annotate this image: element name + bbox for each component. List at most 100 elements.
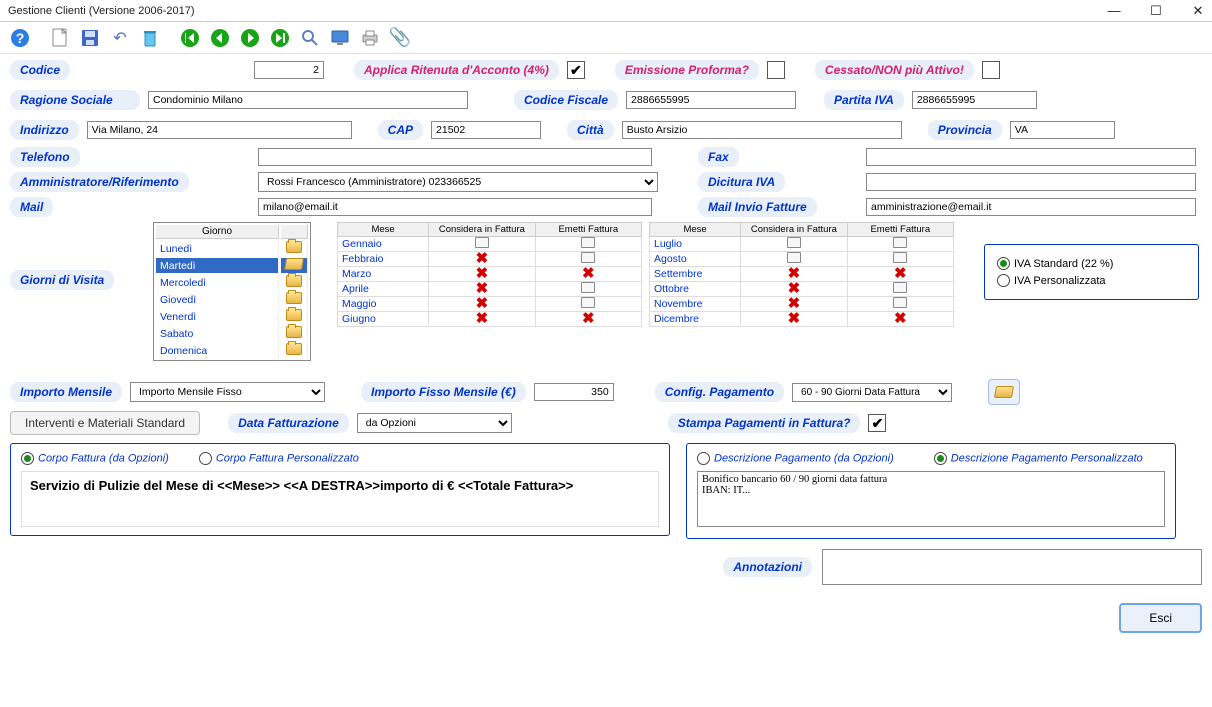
label-citta: Città [567,120,614,140]
save-icon[interactable] [78,26,102,50]
label-proforma: Emissione Proforma? [615,60,759,80]
new-icon[interactable] [48,26,72,50]
radio-iva-std[interactable] [997,257,1010,270]
month-row[interactable]: Aprile✖ [338,282,642,297]
day-row[interactable]: Domenica [156,343,308,358]
label-cf: Codice Fiscale [514,90,618,110]
label-data-fatt: Data Fatturazione [228,413,349,433]
month-row[interactable]: Settembre✖✖ [650,267,954,282]
radio-iva-pers[interactable] [997,274,1010,287]
label-annotazioni: Annotazioni [723,557,812,577]
month-row[interactable]: Ottobre✖ [650,282,954,297]
label-ragione: Ragione Sociale [10,90,140,110]
days-table[interactable]: Giorno LunedìMartedìMercoledìGiovedìVene… [153,222,311,361]
amministratore-select[interactable]: Rossi Francesco (Amministratore) 0233665… [258,172,658,192]
ragione-input[interactable] [148,91,468,109]
day-row[interactable]: Giovedì [156,292,308,307]
titlebar: Gestione Clienti (Versione 2006-2017) ― … [0,0,1212,22]
label-mailfatt: Mail Invio Fatture [698,197,817,217]
last-icon[interactable] [268,26,292,50]
first-icon[interactable] [178,26,202,50]
day-row[interactable]: Mercoledì [156,275,308,290]
codice-input[interactable] [254,61,324,79]
svg-text:?: ? [16,30,25,46]
desc-pag-text[interactable] [697,471,1165,527]
print-icon[interactable] [358,26,382,50]
check-cessato[interactable] [982,61,1000,79]
check-stampa-pag[interactable]: ✔ [868,414,886,432]
month-row[interactable]: Novembre✖ [650,297,954,312]
close-icon[interactable]: ✕ [1188,3,1208,19]
citta-input[interactable] [622,121,902,139]
label-codice: Codice [10,60,70,80]
radio-corpo-pers[interactable] [199,452,212,465]
cf-input[interactable] [626,91,796,109]
help-icon[interactable]: ? [8,26,32,50]
data-fatt-select[interactable]: da Opzioni [357,413,512,433]
delete-icon[interactable] [138,26,162,50]
iva-group: IVA Standard (22 %) IVA Personalizzata [984,244,1199,300]
month-row[interactable]: Giugno✖✖ [338,312,642,327]
months-right-table[interactable]: MeseConsidera in FatturaEmetti Fattura L… [649,222,954,327]
search-icon[interactable] [298,26,322,50]
mailfatt-input[interactable] [866,198,1196,216]
undo-icon[interactable]: ↶ [108,26,132,50]
radio-desc-opz[interactable] [697,452,710,465]
month-row[interactable]: Dicembre✖✖ [650,312,954,327]
label-cap: CAP [378,120,423,140]
telefono-input[interactable] [258,148,652,166]
desc-pagamento-group: Descrizione Pagamento (da Opzioni) Descr… [686,443,1176,539]
prov-input[interactable] [1010,121,1115,139]
month-row[interactable]: Marzo✖✖ [338,267,642,282]
dicitura-input[interactable] [866,173,1196,191]
months-left-table[interactable]: MeseConsidera in FatturaEmetti Fattura G… [337,222,642,327]
screen-icon[interactable] [328,26,352,50]
check-ritenuta[interactable]: ✔ [567,61,585,79]
corpo-fattura-group: Corpo Fattura (da Opzioni) Corpo Fattura… [10,443,670,536]
mail-input[interactable] [258,198,652,216]
day-row[interactable]: Martedì [156,258,308,273]
label-config-pag: Config. Pagamento [655,382,784,402]
month-row[interactable]: Gennaio [338,237,642,252]
label-importo: Importo Mensile [10,382,122,402]
label-dicitura: Dicitura IVA [698,172,785,192]
toolbar: ? ↶ 📎 [0,22,1212,54]
month-row[interactable]: Febbraio✖ [338,252,642,267]
label-provincia: Provincia [928,120,1002,140]
radio-corpo-opz[interactable] [21,452,34,465]
label-importo-fisso: Importo Fisso Mensile (€) [361,382,526,402]
label-giorni: Giorni di Visita [10,270,114,290]
attach-icon[interactable]: 📎 [388,26,412,50]
minimize-icon[interactable]: ― [1104,3,1124,19]
radio-desc-pers[interactable] [934,452,947,465]
config-pag-select[interactable]: 60 - 90 Giorni Data Fattura [792,383,952,402]
importo-fisso-input[interactable] [534,383,614,401]
indirizzo-input[interactable] [87,121,352,139]
interventi-button[interactable]: Interventi e Materiali Standard [10,411,200,435]
importo-select[interactable]: Importo Mensile Fisso [130,382,325,402]
window-title: Gestione Clienti (Versione 2006-2017) [8,5,195,17]
check-proforma[interactable] [767,61,785,79]
label-piva: Partita IVA [824,90,904,110]
day-row[interactable]: Sabato [156,326,308,341]
month-row[interactable]: Luglio [650,237,954,252]
corpo-text: Servizio di Pulizie del Mese di <<Mese>>… [21,471,659,527]
label-fax: Fax [698,147,739,167]
label-amm: Amministratore/Riferimento [10,172,189,192]
piva-input[interactable] [912,91,1037,109]
day-row[interactable]: Venerdì [156,309,308,324]
esci-button[interactable]: Esci [1119,603,1202,633]
fax-input[interactable] [866,148,1196,166]
month-row[interactable]: Maggio✖ [338,297,642,312]
next-icon[interactable] [238,26,262,50]
label-cessato: Cessato/NON più Attivo! [815,60,974,80]
label-ritenuta: Applica Ritenuta d'Acconto (4%) [354,60,559,80]
cap-input[interactable] [431,121,541,139]
prev-icon[interactable] [208,26,232,50]
folder-button[interactable] [988,379,1020,405]
maximize-icon[interactable]: ☐ [1146,3,1166,19]
label-indirizzo: Indirizzo [10,120,79,140]
day-row[interactable]: Lunedì [156,241,308,256]
month-row[interactable]: Agosto [650,252,954,267]
annotazioni-input[interactable] [822,549,1202,585]
